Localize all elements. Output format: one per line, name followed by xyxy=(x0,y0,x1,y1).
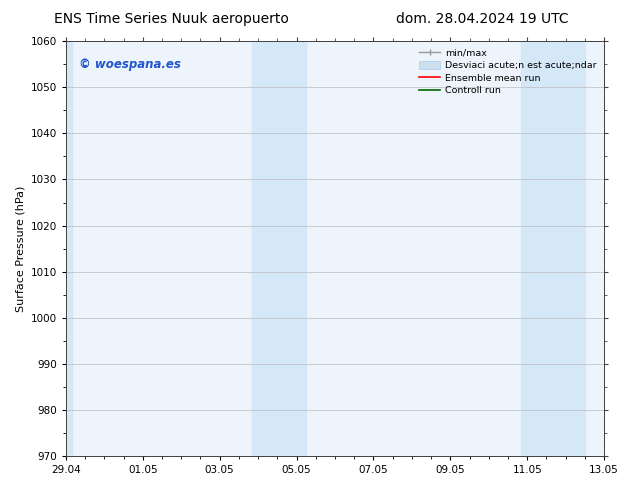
Text: dom. 28.04.2024 19 UTC: dom. 28.04.2024 19 UTC xyxy=(396,12,568,26)
Bar xyxy=(252,41,306,456)
Text: © woespana.es: © woespana.es xyxy=(79,58,181,71)
Bar xyxy=(64,41,72,456)
Y-axis label: Surface Pressure (hPa): Surface Pressure (hPa) xyxy=(15,185,25,312)
Text: ENS Time Series Nuuk aeropuerto: ENS Time Series Nuuk aeropuerto xyxy=(54,12,288,26)
Legend: min/max, Desviaci acute;n est acute;ndar, Ensemble mean run, Controll run: min/max, Desviaci acute;n est acute;ndar… xyxy=(417,46,599,98)
Bar xyxy=(521,41,585,456)
